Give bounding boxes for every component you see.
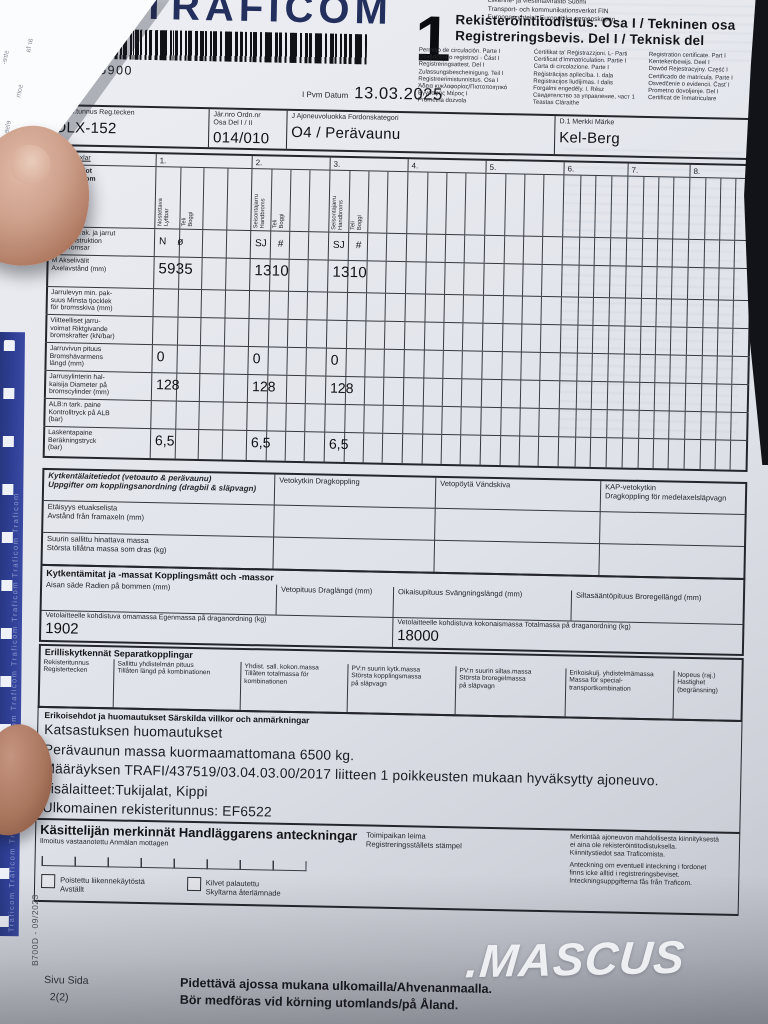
mascus-watermark: .MASCUS: [463, 930, 688, 988]
cell-value: 6,5: [154, 432, 175, 449]
sep-max-coupling-mass-label: PV:n suurin kytk.massa Största kopplings…: [347, 664, 457, 715]
mortgage-note-finnish: Merkintää ajoneuvon mahdollisesta kiinni…: [569, 833, 720, 859]
fold-mirrored-text: som: [15, 84, 25, 99]
axle-4-header: 4.: [408, 159, 487, 173]
cell-value: 128: [251, 378, 276, 395]
axle1-bogie-label: Teli Boggi: [181, 211, 194, 227]
keep-while-driving-note: Pidettävä ajossa mukana ulkomailla/Ahven…: [179, 975, 493, 1013]
deregistered-checkbox-label: Poistettu liikennekäytöstä Avställt: [59, 875, 145, 894]
axle2-bogie-label: Teli Boggi: [272, 213, 286, 229]
make-label: D.1 Merkki Märke: [559, 118, 615, 127]
coupling-col-fifthwheel: Vetopöytä Vändskiva: [434, 477, 601, 512]
special-conditions-box: Erikoisehdot ja huomautukset Särskilda v…: [35, 705, 743, 832]
cell-value: 1310: [332, 263, 368, 282]
sep-combination-length-label: Sallittu yhdistelmän pituus Tillåten län…: [113, 659, 242, 710]
axle-5-header: 5.: [486, 160, 565, 175]
axle3-bogie-label: Teli Boggi: [350, 215, 364, 231]
coupling-col-kap: KAP-vetokytkin Dragkoppling för medelaxe…: [599, 481, 746, 515]
axle-6-header: 6.: [564, 162, 629, 176]
plates-returned-checkbox: [186, 876, 201, 892]
drawbar-radius-label: Aisan säde Radien på bommen (mm): [41, 579, 278, 615]
sep-max-bridge-mass-label: PV:n suurin siltas.massa Största brorege…: [455, 666, 567, 717]
order-number-label: Jär.nro Ordn.nr Osa Del I / II: [213, 111, 261, 127]
office-stamp-label: Toimipaikan leima Registreringsställets …: [365, 830, 462, 851]
axle1-liftable-label: Nostettava Lyftbar: [157, 198, 171, 227]
vehicle-class-cell: J Ajoneuvoluokka Fordonskategori O4 / Pe…: [286, 110, 556, 155]
multilingual-titles: Permiso de circulación. Parte I Osvědčen…: [418, 47, 757, 111]
axle3-parkingbrake-label: Seisontajarru Handbroms: [331, 195, 345, 230]
mortgage-note-swedish: Anteckning om eventuell inteckning i for…: [569, 861, 707, 888]
cell-value: 128: [155, 376, 180, 393]
order-number-cell: Jär.nro Ordn.nr Osa Del I / II 014/010: [208, 109, 288, 149]
certificate-content: TRAFICOM Liikenne- ja viestintävirasto S…: [31, 0, 758, 1024]
coupling-device-title: Kytkentälaitetiedot (vetoauto & perävaun…: [48, 471, 257, 493]
sep-special-transport-mass-label: Erikoiskulj. yhdistelmämassa Massa för s…: [565, 668, 675, 719]
axle-3-header: 3.: [330, 157, 409, 172]
cell-value: 5935: [158, 260, 194, 278]
date-entry-ruler: [41, 853, 307, 872]
make-cell: D.1 Merkki Märke Kel-Berg: [555, 116, 755, 158]
coupling-col-towhook: Vetokytkin Dragkoppling: [273, 474, 436, 508]
make-value: Kel-Berg: [559, 128, 621, 148]
axle-8-header: 8.: [690, 164, 754, 179]
date-row: I Pvm Datum 13.03.2025: [302, 83, 443, 105]
handler-notes-box: Käsittelijän merkinnät Handläggarens ant…: [33, 817, 741, 916]
date-value: 13.03.2025: [354, 84, 444, 104]
cell-value: SJ #: [254, 238, 284, 250]
cell-value: 1310: [254, 262, 290, 280]
fold-mirrored-text: är fa: [25, 38, 35, 54]
cell-value: 0: [156, 348, 165, 365]
page-label: Sivu Sida: [44, 974, 89, 987]
lang-column-3: Registration certificate. Part I Kenteke…: [647, 51, 733, 103]
axle2-parkingbrake-label: Seisontajarru Handbroms: [253, 193, 267, 229]
vehicle-class-value: O4 / Perävaunu: [291, 123, 401, 143]
cell-value: 6,5: [328, 435, 349, 453]
deregistered-checkbox: [41, 873, 56, 889]
cell-value: 0: [252, 350, 261, 367]
date-label: I Pvm Datum: [301, 90, 349, 100]
axle-table: Akselit Axlar 1. 2. 3. 4. 5. 6. 7. 8. Ak…: [42, 149, 754, 473]
sep-speed-limit-label: Nopeus (raj.) Hastighet (begränsning): [677, 671, 718, 695]
cell-value: N ø: [158, 236, 184, 248]
plates-returned-checkbox-label: Kilvet palautettu Skyltarna återlämnade: [205, 878, 281, 898]
plates-returned-checkbox-group: Kilvet palautettu Skyltarna återlämnade: [186, 876, 281, 898]
axle-1-header: 1.: [156, 154, 253, 169]
total-mass-on-coupling-cell: Vetolaitteelle kohdistuva kokonaismassa …: [393, 618, 743, 654]
bridge-rule-length-label: Siltasääntöpituus Broregellängd (mm): [575, 590, 702, 603]
cell-value: 128: [329, 379, 354, 397]
axle-2-header: 2.: [252, 156, 331, 170]
swing-length-label: Oikaisupituus Svängningslängd (mm): [393, 586, 573, 621]
drawlength-label: Vetopituus Draglängd (mm): [276, 584, 395, 617]
cell-value: 6,5: [250, 434, 271, 451]
form-code: B700D - 09/2023: [30, 894, 40, 966]
lang-column-2: Ċertifikat ta' Reġistrazzjoni. L- Parti …: [532, 49, 635, 108]
order-number-value: 014/010: [212, 129, 270, 148]
sep-reg-number-label: Rekisteritunnus Registertecken: [39, 657, 115, 708]
thumbnail: [5, 139, 56, 190]
page-number: 2(2): [49, 991, 69, 1004]
own-mass-on-coupling-cell: Vetolaitteelle kohdistuva omamassa Egenm…: [40, 610, 394, 647]
traficom-logo: TRAFICOM: [141, 0, 394, 33]
cell-value: SJ #: [332, 239, 362, 252]
sep-combination-mass-label: Yhdist. sall. kokon.massa Tillåten total…: [240, 661, 349, 713]
coupling-dimensions-box: Kytkentämitat ja -massat Kopplingsmått o…: [38, 563, 746, 657]
document-title: Rekisteröintitodistus. Osa I / Tekninen …: [455, 12, 768, 49]
max-towable-mass-label: Suurin sallittu hinattava massa Största …: [42, 531, 274, 569]
coupling-device-info-box: Kytkentälaitetiedot (vetoauto & perävaun…: [40, 467, 748, 581]
cell-value: 0: [330, 351, 339, 368]
distance-from-front-axle-label: Etäisyys etuakselista Avstånd från frama…: [43, 499, 274, 537]
axle-7-header: 7.: [628, 163, 691, 177]
deregistered-checkbox-group: Poistettu liikennekäytöstä Avställt: [41, 873, 145, 895]
fold-mirrored-text: stre-: [1, 50, 11, 66]
